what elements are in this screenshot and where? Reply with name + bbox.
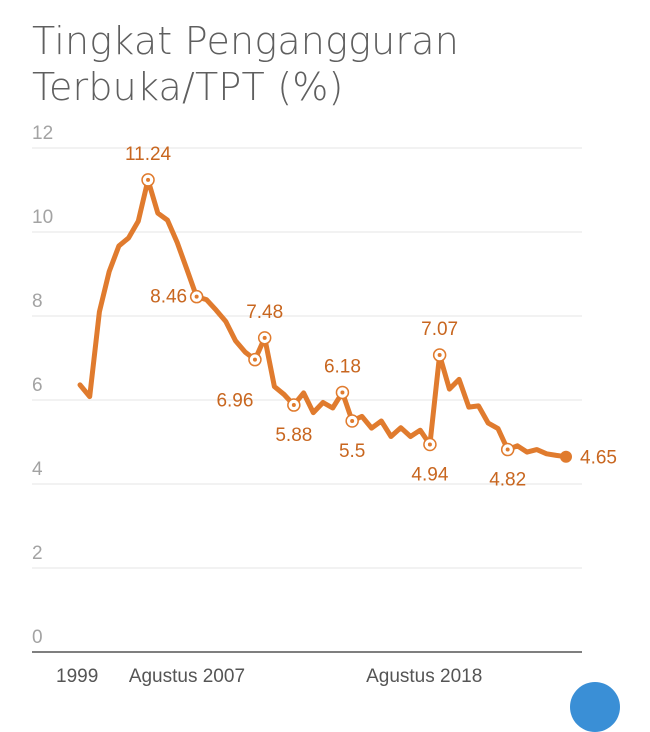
y-tick-label: 4	[32, 459, 43, 480]
line-chart: 0 2 4 6 8 10 12 1999 Agustus 2007 Agustus 2018 1…	[32, 123, 617, 687]
annotation-marker-dot	[350, 419, 355, 423]
annotation-marker-dot	[437, 353, 442, 358]
annotation-marker-dot	[505, 447, 510, 452]
y-tick-label: 6	[32, 375, 43, 396]
data-label: 5.5	[339, 441, 365, 462]
annotation-marker-dot	[262, 335, 267, 340]
data-label: 6.96	[216, 391, 253, 412]
y-tick-label: 0	[32, 627, 43, 648]
data-label: 4.65	[580, 448, 617, 469]
y-tick-label: 10	[32, 207, 53, 228]
y-tick-label: 8	[32, 291, 43, 312]
annotation-marker-dot	[146, 177, 151, 182]
floating-action-button[interactable]	[570, 682, 620, 732]
data-label: 4.82	[489, 470, 526, 491]
x-axis-ticks: 1999 Agustus 2007 Agustus 2018	[56, 666, 482, 687]
annotation-markers	[141, 173, 572, 463]
end-point-marker	[560, 450, 572, 463]
x-tick-label: 1999	[56, 666, 98, 687]
y-tick-label: 12	[32, 123, 53, 144]
x-tick-label: Agustus 2007	[129, 666, 245, 687]
gridlines	[32, 147, 582, 653]
annotation-marker-dot	[194, 294, 199, 299]
data-label: 11.24	[125, 144, 172, 165]
chart-title: Tingkat Pengangguran Terbuka/TPT (%)	[32, 19, 459, 109]
annotation-marker-dot	[427, 442, 432, 447]
annotation-marker-dot	[252, 357, 257, 362]
y-axis-ticks: 0 2 4 6 8 10 12	[32, 123, 53, 648]
data-label: 6.18	[324, 356, 361, 377]
x-tick-label: Agustus 2018	[366, 666, 482, 687]
data-label: 8.46	[150, 287, 187, 308]
data-label: 4.94	[411, 465, 448, 486]
data-label: 7.07	[421, 319, 458, 340]
annotation-marker-dot	[291, 403, 296, 408]
annotation-marker-dot	[340, 390, 345, 395]
y-tick-label: 2	[32, 543, 43, 564]
data-label: 5.88	[275, 425, 312, 446]
annotation-labels: 11.24 8.46 6.96 7.48 5.88 6.18 5.5 4.94 7.07 4.82…	[125, 144, 617, 491]
data-label: 7.48	[246, 302, 283, 323]
series-line	[77, 177, 569, 460]
